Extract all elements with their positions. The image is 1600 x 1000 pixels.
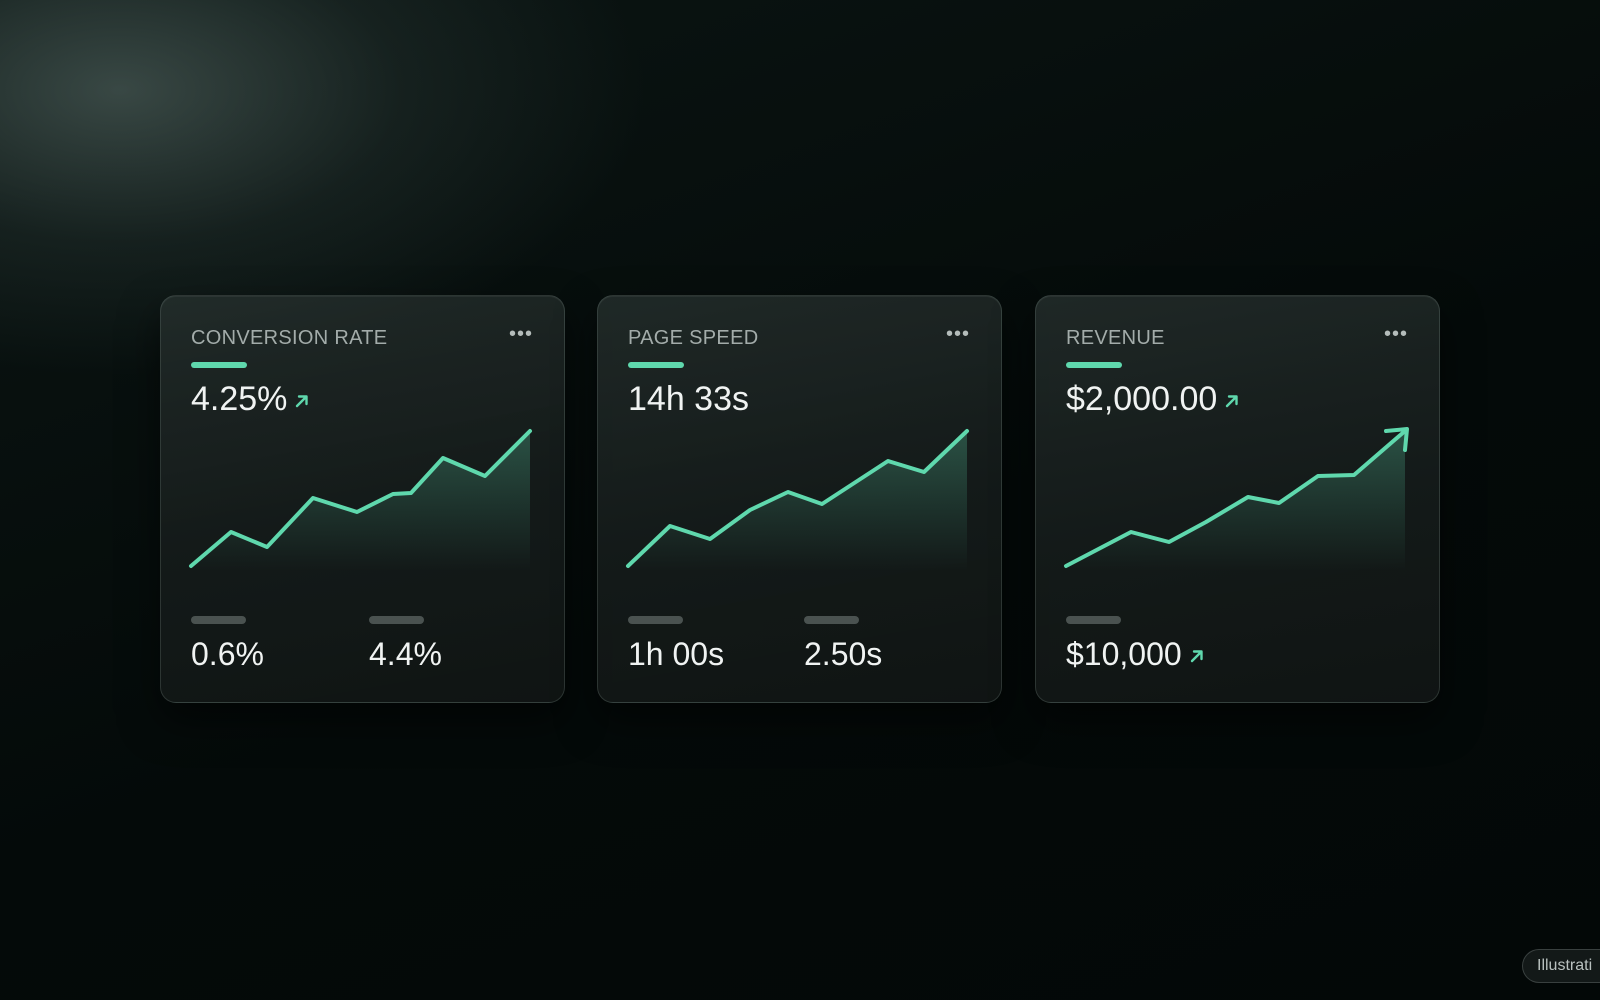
conversion-rate-card[interactable]: CONVERSION RATE ••• 4.25% 0.6% 4.4% <box>160 295 565 703</box>
accent-bar <box>628 362 684 368</box>
accent-bar <box>1066 362 1122 368</box>
main-value-text: 14h 33s <box>628 380 749 418</box>
card-title: CONVERSION RATE <box>191 327 388 349</box>
metric-value: 4.4% <box>369 636 442 672</box>
revenue-card[interactable]: REVENUE ••• $2,000.00 $10,000 <box>1035 295 1440 703</box>
metric-indicator <box>804 616 859 624</box>
main-value: 14h 33s <box>628 380 749 419</box>
more-options-icon[interactable]: ••• <box>1383 323 1408 345</box>
arrow-up-right-icon <box>1188 636 1206 673</box>
arrow-up-right-icon <box>293 380 311 419</box>
sparkline-area <box>191 431 530 571</box>
sparkline-area <box>1066 431 1405 571</box>
metric-indicator <box>1066 616 1121 624</box>
more-options-icon[interactable]: ••• <box>945 323 970 345</box>
more-options-icon[interactable]: ••• <box>508 323 533 345</box>
main-value: $2,000.00 <box>1066 380 1241 419</box>
arrow-head-icon <box>1384 427 1409 452</box>
main-value-text: $2,000.00 <box>1066 380 1218 418</box>
metric-value: $10,000 <box>1066 636 1206 673</box>
accent-bar <box>191 362 247 368</box>
card-title: REVENUE <box>1066 327 1165 349</box>
metric-indicator <box>628 616 683 624</box>
sparkline-chart <box>189 429 532 571</box>
sparkline-line <box>1064 429 1407 568</box>
sparkline-chart <box>626 429 969 571</box>
sparkline-line <box>189 429 532 568</box>
metric-indicator <box>191 616 246 624</box>
main-value: 4.25% <box>191 380 311 419</box>
main-value-text: 4.25% <box>191 380 288 418</box>
metric-value: 2.50s <box>804 636 883 672</box>
card-title: PAGE SPEED <box>628 327 759 349</box>
arrow-up-right-icon <box>1223 380 1241 419</box>
metric-value: 0.6% <box>191 636 264 672</box>
page-speed-card[interactable]: PAGE SPEED ••• 14h 33s 1h 00s 2.50s <box>597 295 1002 703</box>
illustration-badge[interactable]: Illustrati <box>1522 949 1600 983</box>
sparkline-chart <box>1064 427 1409 571</box>
metric-value-text: $10,000 <box>1066 636 1182 672</box>
metric-indicator <box>369 616 424 624</box>
sparkline-area <box>628 431 967 571</box>
metric-value: 1h 00s <box>628 636 725 672</box>
sparkline-line <box>626 429 969 568</box>
